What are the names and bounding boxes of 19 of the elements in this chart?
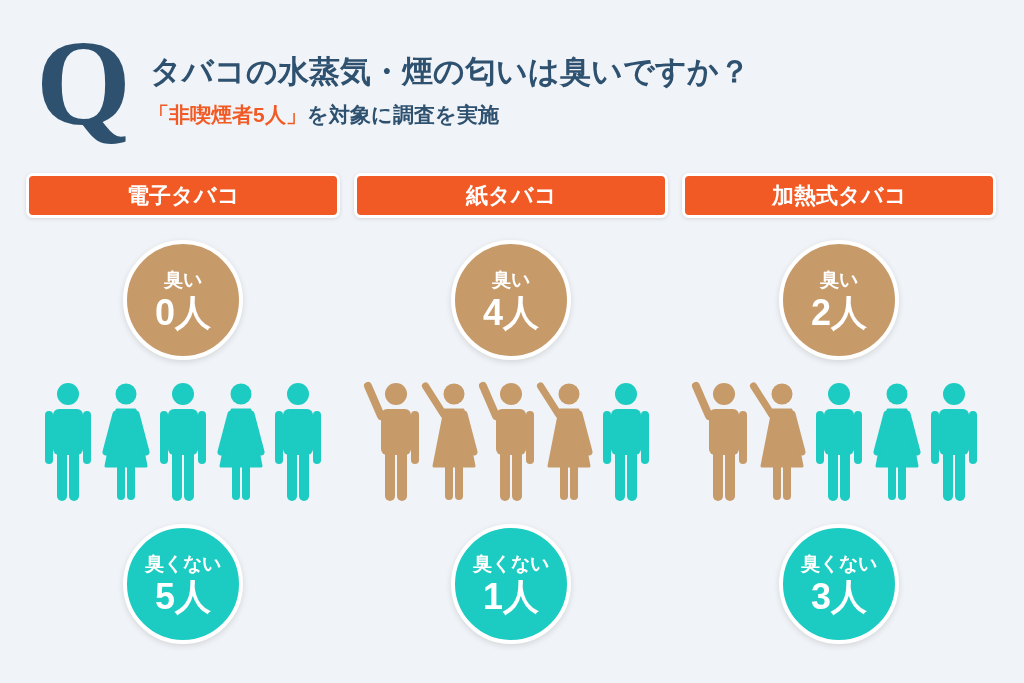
text: タバコの水蒸気・煙の匂いは臭いですか？ <box>150 53 750 91</box>
data-label: 1人 <box>482 576 540 618</box>
data-label: 2人 <box>810 292 868 334</box>
text: 臭くない <box>145 553 221 574</box>
text: 臭い <box>492 269 530 290</box>
text: 臭い <box>820 269 858 290</box>
text: を対象に調査を実施 <box>306 102 499 128</box>
text: 臭くない <box>801 553 877 574</box>
text: 「非喫煙者5人」 <box>148 102 307 128</box>
series-label: 臭い <box>164 268 202 292</box>
category-label: 加熱式タバコ <box>771 181 907 210</box>
series-label: 臭くない <box>473 552 549 576</box>
data-label: 5人 <box>154 576 212 618</box>
data-label: 0人 <box>154 292 212 334</box>
text: Q <box>36 15 131 150</box>
data-label: 4人 <box>482 292 540 334</box>
category-label: 紙タバコ <box>465 181 557 210</box>
data-label: 3人 <box>810 576 868 618</box>
category-label: 電子タバコ <box>126 181 240 210</box>
